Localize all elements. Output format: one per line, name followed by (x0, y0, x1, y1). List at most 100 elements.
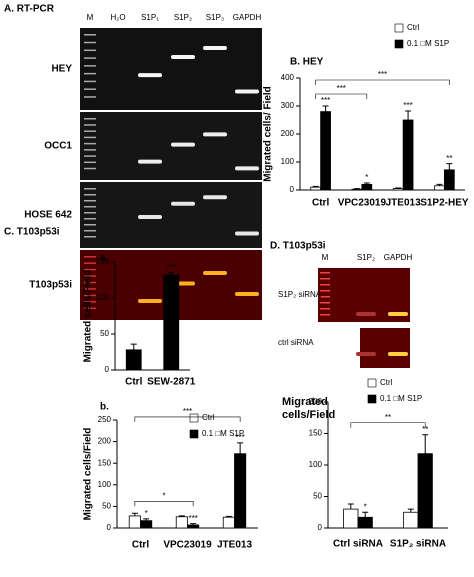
ladder-band (84, 149, 96, 151)
error-bar (130, 343, 137, 350)
ladder-band (84, 236, 96, 238)
bar (187, 524, 200, 529)
ladder-band (84, 130, 96, 132)
bar (357, 516, 373, 529)
y-tick-label: 150 (96, 257, 110, 266)
gel-band (235, 231, 259, 236)
gel-band (203, 195, 227, 200)
ladder-band (84, 188, 96, 190)
x-tick-label: SEW-2871 (147, 377, 196, 388)
ladder-band (84, 275, 96, 277)
bar (417, 453, 433, 529)
y-tick-label: 50 (102, 502, 111, 511)
bar (310, 186, 322, 191)
ladder-band (320, 278, 330, 280)
legend-label: Ctrl (380, 378, 393, 387)
ladder-band (320, 302, 330, 304)
lane-label: S1P₂ (357, 253, 375, 262)
legend-label: Ctrl (202, 413, 215, 422)
error-bar (312, 185, 319, 188)
significance-label: *** (321, 96, 330, 105)
ladder-band (84, 41, 96, 44)
ladder-band (84, 200, 96, 202)
gel-band (388, 312, 408, 316)
bracket-label: *** (183, 407, 192, 416)
legend-swatch (367, 394, 377, 404)
x-tick-label: S1P₂ siRNA (390, 539, 446, 550)
error-bar (347, 503, 354, 510)
row-label: S1P₂ siRNA (278, 290, 322, 299)
x-tick-label: Ctrl (132, 540, 149, 551)
lane-label: M (87, 13, 94, 22)
x-tick-label: VPC23019 (338, 198, 387, 209)
error-bar (363, 182, 370, 185)
error-bar (225, 515, 232, 518)
error-bar (395, 187, 402, 189)
bar (392, 188, 404, 191)
significance-label: *** (188, 514, 197, 523)
ladder-band (84, 268, 96, 271)
significance-label: *** (403, 101, 412, 110)
y-tick-label: 0 (105, 365, 110, 374)
ladder-band (84, 206, 96, 208)
y-tick-label: 50 (313, 492, 322, 501)
error-bar (446, 163, 453, 170)
gel-band (356, 312, 376, 316)
gel (80, 28, 262, 110)
bar (343, 508, 359, 529)
ladder-band (84, 218, 96, 220)
gel-band (138, 215, 162, 219)
significance-bracket (315, 79, 450, 85)
error-bar (407, 508, 414, 513)
significance-label: * (364, 502, 367, 511)
row-label: OCC1 (44, 141, 72, 152)
bar (434, 185, 445, 191)
ladder-band (84, 72, 96, 75)
error-bar (143, 518, 150, 521)
error-bar (405, 110, 412, 120)
ladder-band (84, 96, 96, 98)
error-bar (322, 105, 329, 112)
x-tick-label: Ctrl siRNA (333, 539, 383, 550)
error-bar (168, 272, 175, 275)
gel (80, 112, 262, 180)
y-tick-label: 300 (281, 101, 295, 110)
gel-band (138, 159, 162, 164)
ladder-band (320, 272, 330, 274)
ladder-band (84, 88, 96, 90)
bar (140, 520, 153, 529)
panel-title: C. T103p53i (4, 227, 60, 238)
bar (234, 453, 247, 529)
y-axis-label-box: Migrated cells/Field (282, 396, 335, 421)
ladder-band (84, 194, 96, 196)
gel-band (388, 352, 408, 356)
gel-band (203, 132, 227, 137)
bracket-label: *** (337, 84, 346, 93)
ladder-band (84, 301, 96, 303)
ladder-band (320, 296, 330, 298)
lane-label: M (322, 253, 329, 262)
ladder-band (320, 314, 330, 316)
ladder-band (84, 124, 96, 126)
y-axis-label: Migrated cells/Field (83, 270, 94, 363)
ladder-band (84, 80, 96, 83)
lane-label: S1P₃ (206, 13, 224, 22)
ladder-band (320, 290, 330, 292)
lane-label: GAPDH (384, 253, 413, 262)
ladder-band (84, 294, 96, 297)
row-label: T103p53i (29, 280, 72, 291)
ladder-band (84, 136, 96, 139)
gel-band (235, 89, 259, 94)
bar (443, 169, 455, 191)
legend-label: 0.1 □M S1P (202, 429, 244, 438)
gel-band (235, 166, 259, 171)
bar (163, 274, 180, 371)
error-bar (422, 434, 429, 454)
bar (351, 188, 363, 191)
significance-label: * (145, 509, 148, 518)
bar (125, 349, 142, 371)
bar (175, 516, 188, 529)
error-bar (362, 511, 369, 518)
significance-bracket (134, 501, 194, 507)
ladder-band (84, 256, 96, 258)
